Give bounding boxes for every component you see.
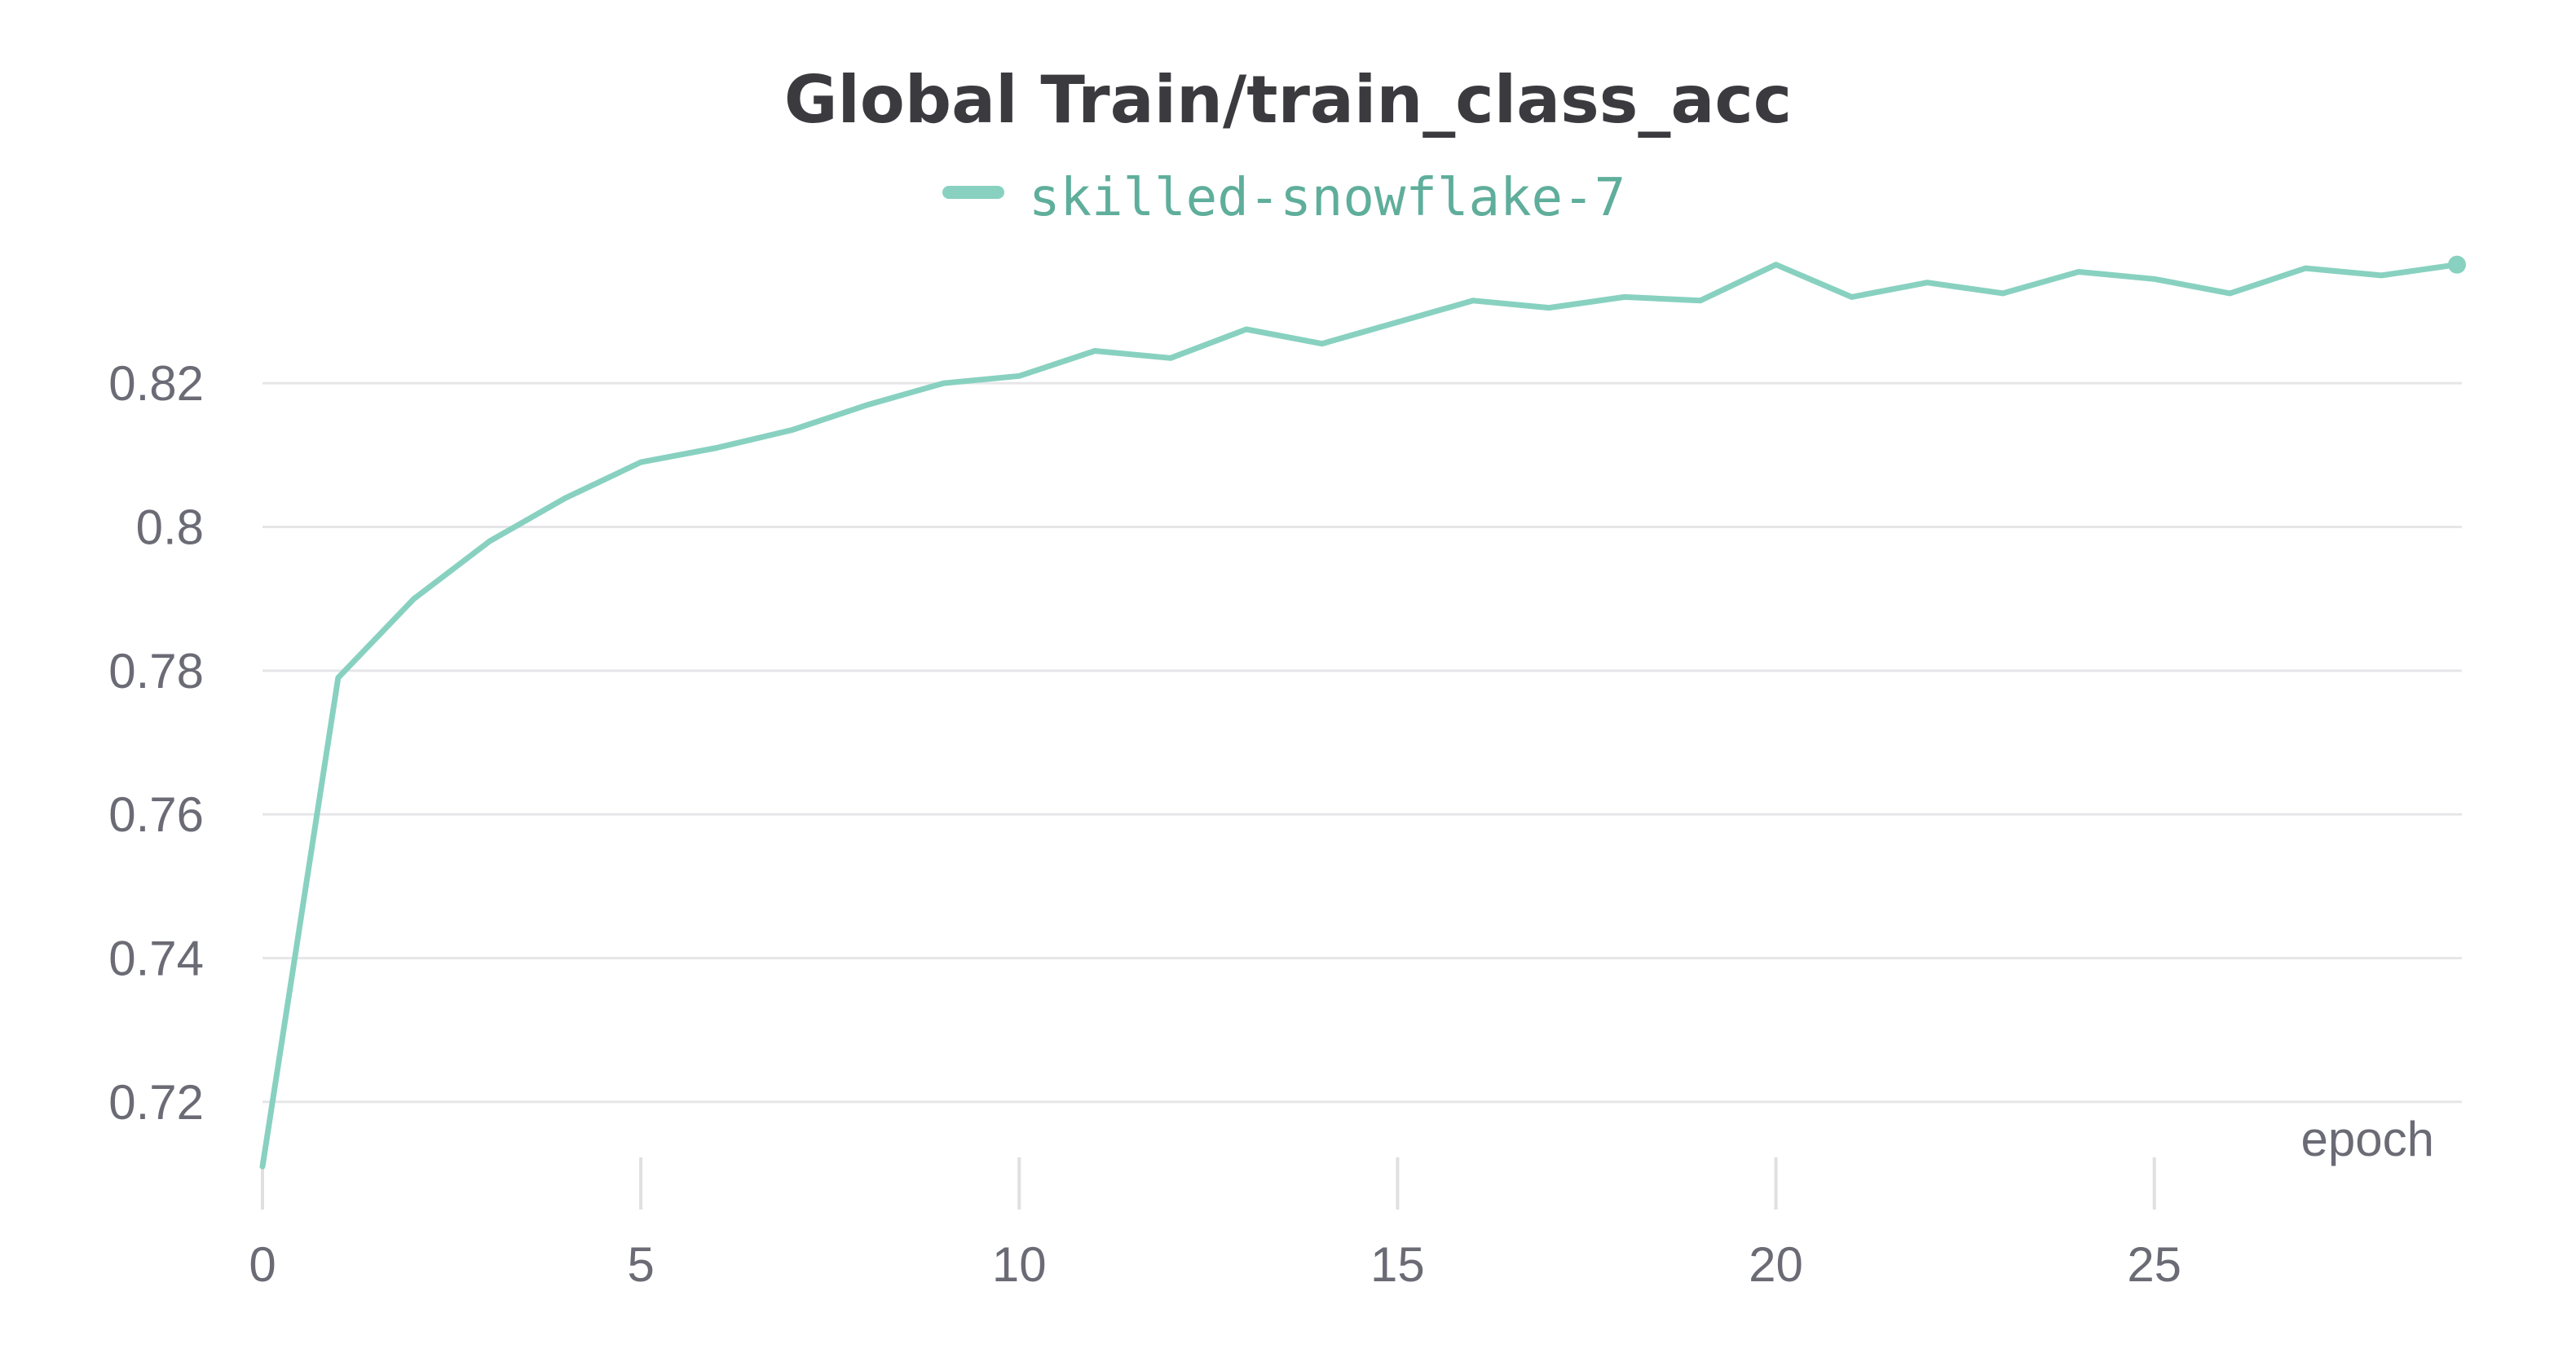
y-gridlines bbox=[262, 381, 2462, 1104]
legend-series-label: skilled-snowflake-7 bbox=[1029, 168, 1625, 228]
x-tick-label: 15 bbox=[1370, 1237, 1425, 1292]
y-tick-labels: 0.72 0.74 0.76 0.78 0.8 0.82 bbox=[108, 356, 204, 1130]
x-tick-label: 10 bbox=[992, 1237, 1047, 1292]
series-endpoint-marker[interactable] bbox=[2448, 255, 2466, 274]
y-tick-label: 0.72 bbox=[108, 1075, 204, 1130]
y-tick-label: 0.82 bbox=[108, 356, 204, 411]
legend[interactable]: skilled-snowflake-7 bbox=[942, 168, 1625, 228]
y-tick-label: 0.8 bbox=[136, 500, 204, 554]
x-tick-label: 5 bbox=[627, 1237, 654, 1292]
series-line-skilled-snowflake-7 bbox=[259, 262, 2460, 1170]
chart-title: Global Train/train_class_acc bbox=[784, 62, 1792, 138]
x-tick-labels: 0 5 10 15 20 25 bbox=[249, 1157, 2181, 1292]
y-tick-label: 0.74 bbox=[108, 931, 204, 985]
x-tick-label: 20 bbox=[1749, 1237, 1803, 1292]
x-tick-label: 25 bbox=[2127, 1237, 2181, 1292]
series-layer bbox=[259, 255, 2466, 1170]
x-tick-label: 0 bbox=[249, 1237, 276, 1292]
y-tick-label: 0.78 bbox=[108, 644, 204, 699]
x-axis-label: epoch bbox=[2301, 1112, 2434, 1166]
y-tick-label: 0.76 bbox=[108, 787, 204, 842]
